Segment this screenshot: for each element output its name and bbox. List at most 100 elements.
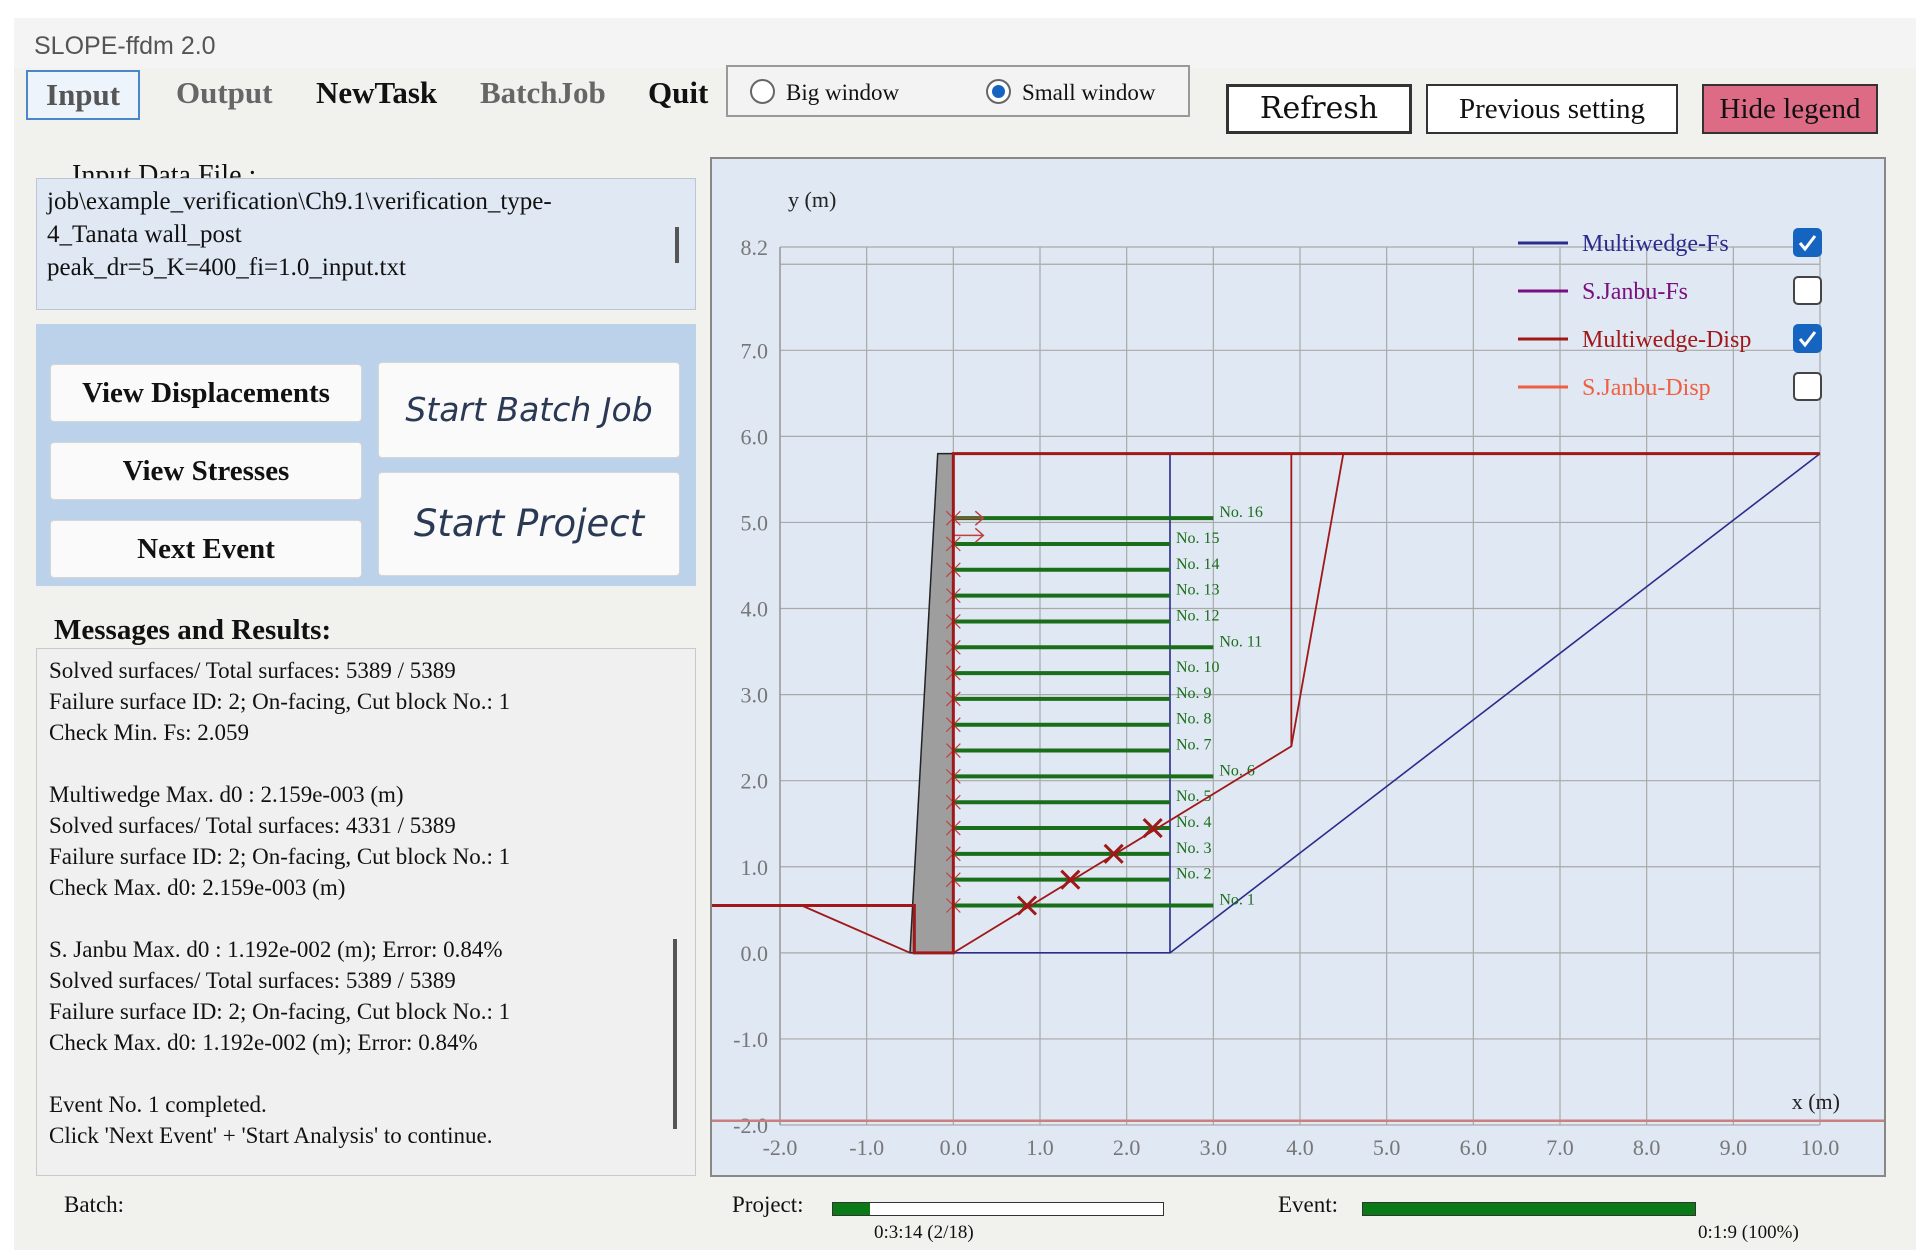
message-line: Check Max. d0: 1.192e-002 (m); Error: 0.… xyxy=(49,1030,478,1055)
x-tick-label: 2.0 xyxy=(1113,1135,1141,1160)
event-progress-text: 0:1:9 (100%) xyxy=(1698,1222,1799,1243)
legend-checkbox xyxy=(1793,372,1822,401)
message-line: Solved surfaces/ Total surfaces: 5389 / … xyxy=(49,658,456,683)
start-batch-job-button[interactable]: Start Batch Job xyxy=(378,362,680,458)
project-label: Project: xyxy=(732,1192,804,1217)
reinforcement-label: No. 16 xyxy=(1219,504,1263,521)
y-tick-label: 0.0 xyxy=(741,941,769,966)
y-tick-label: 6.0 xyxy=(741,424,769,449)
refresh-button[interactable]: Refresh xyxy=(1226,84,1412,134)
batch-label: Batch: xyxy=(64,1192,125,1217)
view-displacements-button[interactable]: View Displacements xyxy=(50,364,362,422)
failure-point-marker xyxy=(1142,817,1163,839)
menu-quit[interactable]: Quit xyxy=(648,75,709,110)
message-line: Failure surface ID: 2; On-facing, Cut bl… xyxy=(49,844,511,869)
reinforcement-label: No. 12 xyxy=(1176,607,1220,624)
x-tick-label: 5.0 xyxy=(1373,1135,1401,1160)
legend-entry: Multiwedge-Disp xyxy=(1582,327,1751,353)
x-tick-label: -2.0 xyxy=(763,1135,798,1160)
action-panel: View Displacements View Stresses Next Ev… xyxy=(36,324,696,586)
project-progress-bar xyxy=(832,1202,1164,1216)
big-window-label: Big window xyxy=(786,80,900,105)
x-tick-label: 9.0 xyxy=(1720,1135,1748,1160)
message-line xyxy=(49,1058,683,1089)
force-arrow xyxy=(953,527,985,543)
reinforcement-label: No. 2 xyxy=(1176,866,1212,883)
window-title: SLOPE-ffdm 2.0 xyxy=(34,32,216,60)
next-event-button[interactable]: Next Event xyxy=(50,520,362,578)
file-line: peak_dr=5_K=400_fi=1.0_input.txt xyxy=(47,254,406,281)
radio-small-window[interactable] xyxy=(986,79,1011,104)
y-tick-label: -2.0 xyxy=(733,1113,768,1138)
x-tick-label: -1.0 xyxy=(849,1135,884,1160)
reinforcement-label: No. 8 xyxy=(1176,711,1212,728)
message-line: Solved surfaces/ Total surfaces: 5389 / … xyxy=(49,968,456,993)
legend-entry: S.Janbu-Disp xyxy=(1582,375,1711,401)
y-tick-label: 1.0 xyxy=(741,855,769,880)
radio-big-window[interactable] xyxy=(750,79,775,104)
y-axis-label: y (m) xyxy=(788,187,836,212)
menu-newtask[interactable]: NewTask xyxy=(316,75,438,110)
file-scrollbar[interactable] xyxy=(675,227,679,263)
messages-scrollbar[interactable] xyxy=(673,939,677,1129)
legend-entry: S.Janbu-Fs xyxy=(1582,279,1688,305)
x-tick-label: 7.0 xyxy=(1546,1135,1574,1160)
small-window-label: Small window xyxy=(1022,80,1156,105)
y-tick-label: 4.0 xyxy=(741,597,769,622)
hide-legend-button[interactable]: Hide legend xyxy=(1702,84,1878,134)
failure-point-marker xyxy=(1016,895,1038,916)
x-tick-label: 0.0 xyxy=(940,1135,968,1160)
message-line: Click 'Next Event' + 'Start Analysis' to… xyxy=(49,1123,493,1148)
y-tick-label: 2.0 xyxy=(741,769,769,794)
message-line xyxy=(49,903,683,934)
menu-output[interactable]: Output xyxy=(176,75,273,110)
multiwedge-disp-outer xyxy=(1290,453,1345,747)
messages-label: Messages and Results: xyxy=(54,614,332,646)
message-line: S. Janbu Max. d0 : 1.192e-002 (m); Error… xyxy=(49,937,503,962)
reinforcement-label: No. 1 xyxy=(1219,892,1255,909)
x-tick-label: 1.0 xyxy=(1026,1135,1054,1160)
x-tick-label: 10.0 xyxy=(1801,1135,1840,1160)
menu-input[interactable]: Input xyxy=(26,70,141,120)
x-tick-label: 6.0 xyxy=(1460,1135,1488,1160)
slope-chart: -2.0 -1.0 0.0 1.0 2.0 3.0 4.0 5.0 6.0 7.0 8.0 9.0 10… xyxy=(712,187,1884,1160)
y-tick-label: -1.0 xyxy=(733,1027,768,1052)
reinforcement-label: No. 6 xyxy=(1219,762,1255,779)
message-line: Check Min. Fs: 2.059 xyxy=(49,720,249,745)
event-progress-fill xyxy=(1363,1203,1695,1215)
reinforcement-label: No. 7 xyxy=(1176,737,1212,754)
message-line: Check Max. d0: 2.159e-003 (m) xyxy=(49,875,346,900)
message-line xyxy=(49,748,683,779)
start-project-button[interactable]: Start Project xyxy=(378,472,680,576)
legend-entry: Multiwedge-Fs xyxy=(1582,231,1729,257)
reinforcement-label: No. 11 xyxy=(1219,633,1262,650)
message-line: Event No. 1 completed. xyxy=(49,1092,267,1117)
toe-wedge-line xyxy=(801,904,911,954)
file-line: job\example_verification\Ch9.1\verificat… xyxy=(47,188,552,215)
message-line: Failure surface ID: 2; On-facing, Cut bl… xyxy=(49,999,511,1024)
reinforcement-label: No. 5 xyxy=(1176,788,1212,805)
messages-box[interactable]: Solved surfaces/ Total surfaces: 5389 / … xyxy=(36,648,696,1176)
event-progress-bar xyxy=(1362,1202,1696,1216)
legend-checkbox xyxy=(1793,276,1822,305)
retaining-wall xyxy=(909,452,955,954)
x-tick-label: 4.0 xyxy=(1286,1135,1314,1160)
failure-point-marker xyxy=(1060,869,1081,890)
failure-point-marker xyxy=(1103,843,1124,864)
view-stresses-button[interactable]: View Stresses xyxy=(50,442,362,500)
force-arrow xyxy=(953,510,985,526)
y-tick-label: 8.2 xyxy=(741,235,769,260)
multiwedge-fs-slope xyxy=(1169,452,1821,954)
x-axis-label: x (m) xyxy=(1792,1089,1840,1114)
window-mode-group: Big window Small window xyxy=(726,65,1190,117)
y-tick-label: 5.0 xyxy=(741,510,769,535)
file-line: 4_Tanata wall_post xyxy=(47,221,242,248)
input-file-path[interactable]: job\example_verification\Ch9.1\verificat… xyxy=(36,178,696,310)
reinforcement-label: No. 15 xyxy=(1176,530,1220,547)
previous-setting-button[interactable]: Previous setting xyxy=(1426,84,1678,134)
legend-checkbox xyxy=(1793,324,1822,353)
event-label: Event: xyxy=(1278,1192,1339,1217)
legend-checkmark xyxy=(1798,331,1817,348)
menu-batchjob[interactable]: BatchJob xyxy=(480,75,606,110)
message-line: Multiwedge Max. d0 : 2.159e-003 (m) xyxy=(49,782,404,807)
